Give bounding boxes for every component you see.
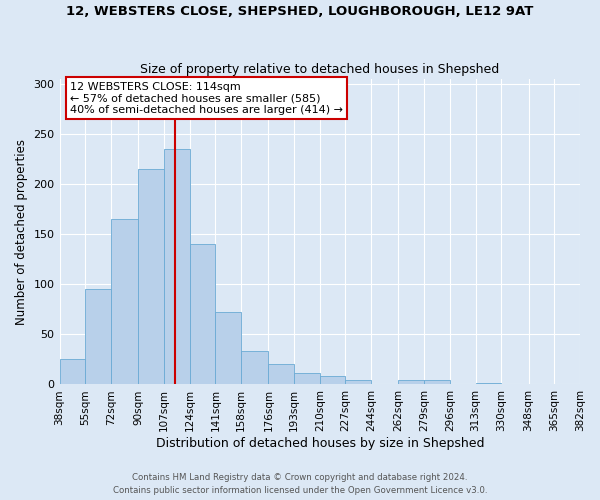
- Title: Size of property relative to detached houses in Shepshed: Size of property relative to detached ho…: [140, 63, 499, 76]
- Bar: [164, 149, 190, 384]
- Bar: [241, 352, 268, 384]
- Bar: [424, 380, 450, 384]
- Bar: [294, 374, 320, 384]
- Bar: [59, 360, 85, 384]
- Text: 12, WEBSTERS CLOSE, SHEPSHED, LOUGHBOROUGH, LE12 9AT: 12, WEBSTERS CLOSE, SHEPSHED, LOUGHBOROU…: [67, 5, 533, 18]
- Bar: [268, 364, 294, 384]
- Bar: [85, 289, 111, 384]
- Bar: [346, 380, 371, 384]
- Bar: [320, 376, 346, 384]
- Text: Contains HM Land Registry data © Crown copyright and database right 2024.
Contai: Contains HM Land Registry data © Crown c…: [113, 474, 487, 495]
- X-axis label: Distribution of detached houses by size in Shepshed: Distribution of detached houses by size …: [155, 437, 484, 450]
- Bar: [190, 244, 215, 384]
- Text: 12 WEBSTERS CLOSE: 114sqm
← 57% of detached houses are smaller (585)
40% of semi: 12 WEBSTERS CLOSE: 114sqm ← 57% of detac…: [70, 82, 343, 115]
- Bar: [215, 312, 241, 384]
- Bar: [398, 380, 424, 384]
- Bar: [111, 219, 138, 384]
- Y-axis label: Number of detached properties: Number of detached properties: [15, 138, 28, 324]
- Bar: [138, 169, 164, 384]
